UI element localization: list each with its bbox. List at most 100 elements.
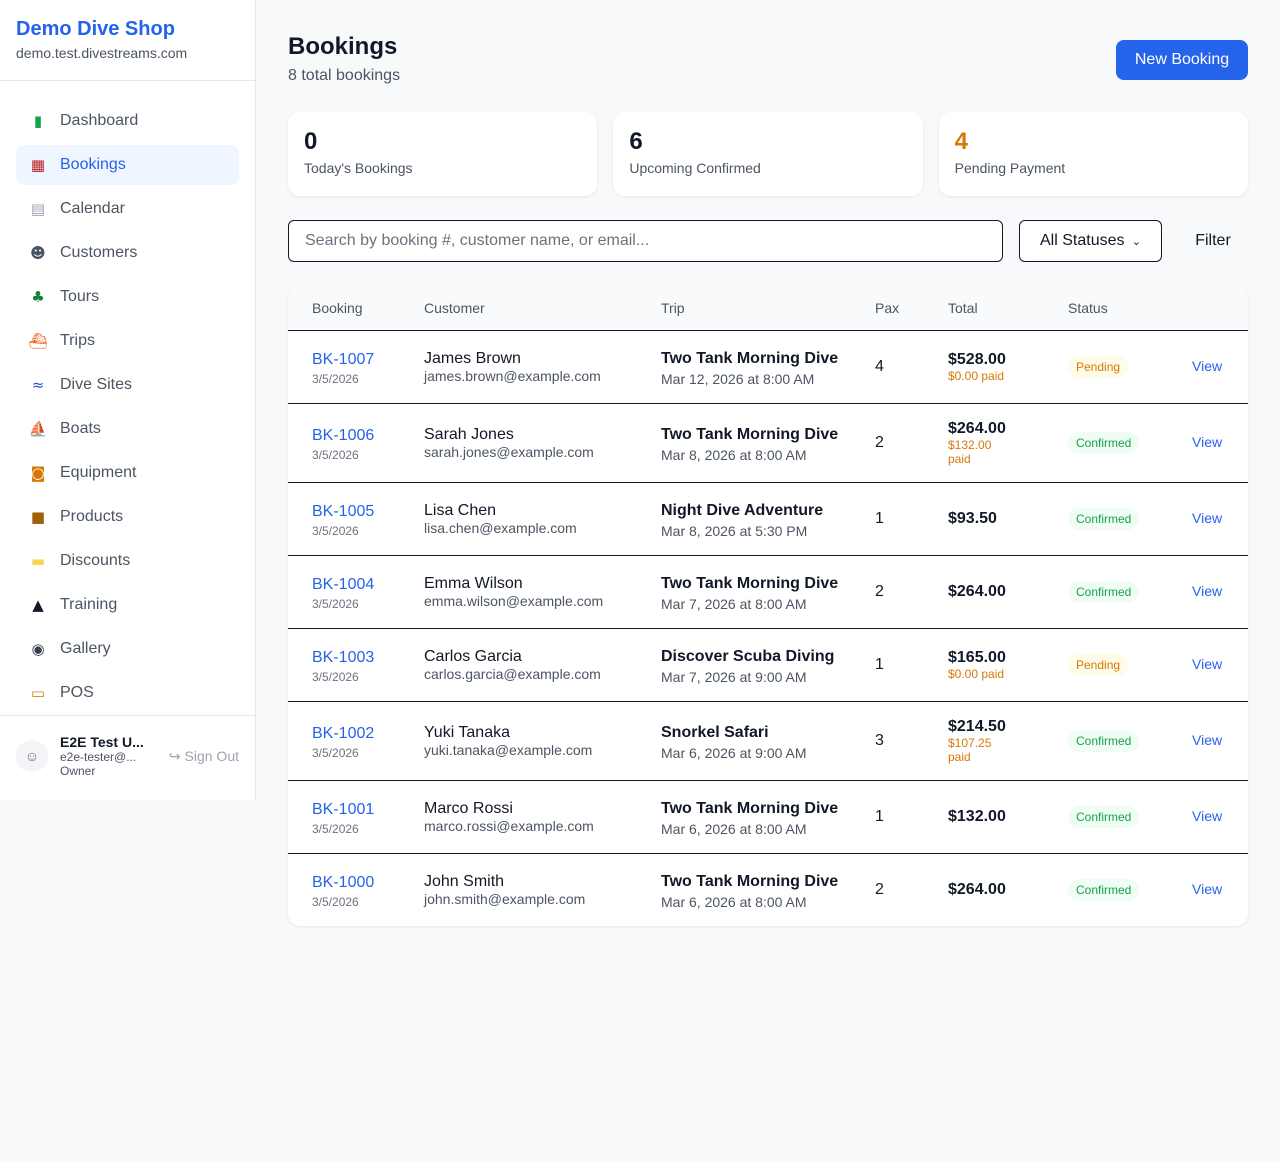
customer-email: yuki.tanaka@example.com (424, 741, 593, 758)
booking-date: 3/5/2026 (312, 371, 359, 386)
sidebar-item-products[interactable]: ■ Products (16, 497, 239, 537)
status-badge: Confirmed (1068, 805, 1140, 828)
view-link[interactable]: View (1192, 509, 1223, 526)
trip-name: Two Tank Morning Dive (661, 425, 839, 443)
customer-email: lisa.chen@example.com (424, 519, 577, 536)
view-link[interactable]: View (1192, 357, 1223, 374)
sidebar-item-bookings[interactable]: ▦ Bookings (16, 145, 239, 185)
customer-name: Emma Wilson (424, 574, 523, 592)
sidebar-item-dashboard[interactable]: ▮ Dashboard (16, 101, 239, 141)
view-link[interactable]: View (1192, 731, 1223, 748)
trip-name: Discover Scuba Diving (661, 647, 835, 665)
sidebar-item-label: Discounts (60, 552, 131, 569)
brand: Demo Dive Shop demo.test.divestreams.com (0, 0, 255, 81)
trip-name: Two Tank Morning Dive (661, 799, 839, 817)
booking-total: $264.00 (948, 880, 1006, 898)
booking-id-link[interactable]: BK-1000 (312, 873, 375, 891)
booking-total: $528.00 (948, 350, 1006, 368)
paid-amount: $0.00 paid (948, 368, 1005, 383)
trip-name: Two Tank Morning Dive (661, 349, 839, 367)
search-input[interactable] (288, 220, 1003, 262)
bar-chart-icon: ▮ (33, 112, 43, 130)
sidebar-item-label: Boats (60, 420, 101, 437)
sidebar-item-label: Tours (60, 288, 100, 305)
sidebar-item-gallery[interactable]: ◉ Gallery (16, 629, 239, 669)
pax-count: 3 (851, 701, 924, 781)
sidebar-item-label: Training (60, 596, 118, 613)
booking-date: 3/5/2026 (312, 447, 359, 462)
trip-name: Snorkel Safari (661, 723, 769, 741)
column-header: Booking (288, 286, 400, 331)
page-subtitle: 8 total bookings (288, 67, 401, 84)
status-badge: Confirmed (1068, 431, 1140, 454)
trip-date: Mar 8, 2026 at 5:30 PM (661, 522, 808, 539)
shop-name[interactable]: Demo Dive Shop (16, 18, 175, 40)
view-link[interactable]: View (1192, 433, 1223, 450)
sidebar-item-equipment[interactable]: ◙ Equipment (16, 453, 239, 493)
view-link[interactable]: View (1192, 655, 1223, 672)
status-badge: Confirmed (1068, 878, 1140, 901)
view-link[interactable]: View (1192, 880, 1223, 897)
paid-amount: $132.00 paid (948, 437, 992, 466)
customer-email: james.brown@example.com (424, 367, 601, 384)
sign-out-label: Sign Out (184, 747, 239, 764)
busts-icon: ☻ (30, 244, 46, 262)
trip-name: Two Tank Morning Dive (661, 872, 839, 890)
customer-email: emma.wilson@example.com (424, 592, 604, 609)
sidebar-item-tours[interactable]: ♣ Tours (16, 277, 239, 317)
table-row: BK-1006 3/5/2026 Sarah Jones sarah.jones@e… (288, 403, 1248, 483)
customer-email: marco.rossi@example.com (424, 817, 594, 834)
booking-total: $264.00 (948, 582, 1006, 600)
sidebar-item-dive-sites[interactable]: ≈ Dive Sites (16, 365, 239, 405)
table-row: BK-1007 3/5/2026 James Brown james.brown@e… (288, 330, 1248, 404)
booking-id-link[interactable]: BK-1006 (312, 426, 375, 444)
sidebar-item-label: Calendar (60, 200, 125, 217)
sidebar-item-label: Products (60, 508, 124, 525)
sidebar-item-label: POS (60, 684, 94, 701)
booking-total: $214.50 (948, 717, 1006, 735)
sidebar-item-discounts[interactable]: ▬ Discounts (16, 541, 239, 581)
booking-id-link[interactable]: BK-1003 (312, 648, 375, 666)
user-panel: ☺ E2E Test U... e2e-tester@... Owner ↪ S… (0, 715, 255, 796)
calendar-17-icon: ▦ (30, 156, 46, 174)
view-link[interactable]: View (1192, 807, 1223, 824)
trip-date: Mar 12, 2026 at 8:00 AM (661, 370, 815, 387)
sign-out-button[interactable]: ↪ Sign Out (169, 748, 239, 765)
booking-date: 3/5/2026 (312, 894, 359, 909)
booking-total: $264.00 (948, 419, 1006, 437)
spiral-calendar-icon: ▤ (30, 200, 46, 218)
diving-mask-icon: ◙ (30, 464, 46, 482)
sidebar-item-pos[interactable]: ▭ POS (16, 673, 239, 713)
sidebar-item-boats[interactable]: ⛵ Boats (16, 409, 239, 449)
booking-id-link[interactable]: BK-1005 (312, 502, 375, 520)
view-link[interactable]: View (1192, 582, 1223, 599)
sidebar-item-training[interactable]: ▲ Training (16, 585, 239, 625)
pax-count: 2 (875, 880, 884, 898)
stats-row: 0 Today's Bookings 6 Upcoming Confirmed 4 Pen… (288, 112, 1248, 196)
stat-value: 4 (954, 128, 969, 155)
filter-button[interactable]: Filter (1195, 232, 1231, 249)
status-select[interactable]: All Statuses ⌄ (1019, 220, 1162, 262)
stat-card: 6 Upcoming Confirmed (613, 112, 923, 196)
stat-card: 0 Today's Bookings (288, 112, 598, 196)
package-icon: ■ (30, 508, 46, 526)
sailboat-icon: ⛵ (28, 420, 48, 438)
sidebar-item-label: Equipment (60, 464, 137, 481)
desert-island-icon: ♣ (31, 288, 45, 306)
trip-name: Night Dive Adventure (661, 501, 824, 519)
booking-id-link[interactable]: BK-1002 (312, 724, 375, 742)
sidebar-item-trips[interactable]: ⛴ Trips (16, 321, 239, 361)
booking-id-link[interactable]: BK-1004 (312, 575, 375, 593)
booking-id-link[interactable]: BK-1001 (312, 800, 375, 818)
customer-name: Marco Rossi (424, 799, 513, 817)
user-name: E2E Test U... (60, 734, 144, 750)
sidebar-item-calendar[interactable]: ▤ Calendar (16, 189, 239, 229)
customer-email: carlos.garcia@example.com (424, 665, 601, 682)
new-booking-button[interactable]: New Booking (1116, 40, 1248, 80)
booking-id-link[interactable]: BK-1007 (312, 350, 375, 368)
table-row: BK-1002 3/5/2026 Yuki Tanaka yuki.tanaka@e… (288, 701, 1248, 781)
graduation-cap-icon: ▲ (32, 596, 44, 614)
pax-count: 1 (851, 628, 924, 702)
sidebar-item-customers[interactable]: ☻ Customers (16, 233, 239, 273)
stat-label: Upcoming Confirmed (629, 160, 761, 176)
